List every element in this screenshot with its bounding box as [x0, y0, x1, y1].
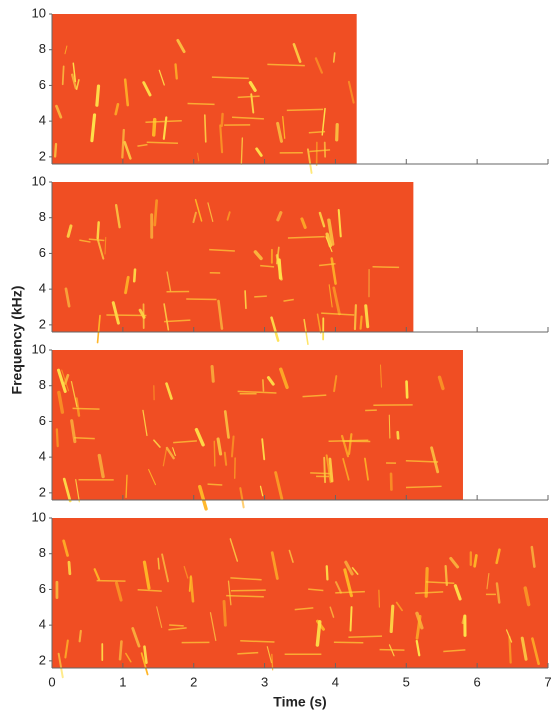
syllable: [373, 267, 400, 268]
x-tick-label: 4: [332, 674, 339, 689]
syllable: [380, 650, 405, 651]
y-tick-label: 4: [39, 281, 46, 296]
syllable: [73, 408, 100, 409]
y-tick-label: 8: [39, 41, 46, 56]
syllable: [407, 382, 408, 398]
syllable: [224, 601, 225, 625]
spectrogram: [52, 518, 548, 668]
syllable: [55, 144, 56, 156]
spectrogram-panel: 2 4 6 8 10: [32, 5, 548, 172]
syllable: [80, 631, 81, 641]
syllable: [317, 622, 319, 645]
x-tick-label: 7: [544, 674, 551, 689]
syllable: [208, 484, 223, 485]
y-tick-label: 6: [39, 77, 46, 92]
syllable: [126, 475, 127, 497]
syllable: [279, 260, 280, 278]
spectrogram-panel: 2 4 6 8 10: [32, 173, 548, 344]
y-tick-label: 4: [39, 113, 46, 128]
syllable: [475, 555, 477, 566]
y-tick-label: 2: [39, 652, 46, 667]
y-tick-label: 8: [39, 377, 46, 392]
syllable: [355, 305, 356, 329]
y-tick-label: 6: [39, 413, 46, 428]
x-tick-label: 6: [474, 674, 481, 689]
y-tick-label: 6: [39, 245, 46, 260]
syllable: [245, 291, 246, 308]
syllable: [334, 53, 335, 62]
syllable: [225, 453, 226, 465]
syllable: [186, 299, 216, 300]
syllable: [97, 86, 99, 105]
syllable: [327, 566, 328, 579]
spectrogram-panel: 2 4 6 8 10 0 1 2 3 4 5 6 7: [32, 509, 552, 689]
syllable: [134, 270, 135, 282]
syllable: [214, 441, 215, 465]
y-tick-label: 10: [32, 509, 46, 524]
y-tick-label: 10: [32, 341, 46, 356]
syllable: [310, 473, 330, 474]
syllable: [361, 317, 362, 329]
x-tick-label: 3: [261, 674, 268, 689]
x-tick-label: 0: [48, 674, 55, 689]
y-tick-label: 2: [39, 484, 46, 499]
syllable: [463, 616, 465, 622]
y-tick-label: 8: [39, 209, 46, 224]
syllable: [337, 125, 338, 140]
syllable: [329, 440, 369, 441]
syllable: [188, 103, 215, 104]
syllable: [122, 130, 123, 157]
syllable: [263, 380, 264, 391]
spectrogram: [52, 350, 463, 500]
syllable: [120, 642, 121, 660]
y-tick-label: 2: [39, 316, 46, 331]
x-axis-title: Time (s): [273, 694, 326, 710]
syllable: [324, 458, 325, 482]
y-tick-label: 6: [39, 581, 46, 596]
spectrogram-panel: 2 4 6 8 10: [32, 341, 548, 508]
spectrogram: [52, 182, 413, 332]
syllable: [205, 115, 206, 142]
syllable: [351, 607, 352, 630]
syllable: [97, 581, 126, 582]
syllable: [287, 109, 323, 110]
y-tick-label: 4: [39, 617, 46, 632]
syllable: [391, 606, 393, 631]
y-axis-title: Frequency (kHz): [9, 286, 25, 395]
syllable: [147, 142, 178, 143]
syllable: [176, 64, 177, 78]
x-tick-label: 1: [119, 674, 126, 689]
syllable: [389, 415, 390, 438]
syllable: [57, 429, 58, 446]
y-tick-label: 10: [32, 5, 46, 20]
syllable: [105, 237, 106, 254]
syllable: [334, 642, 363, 643]
y-tick-label: 4: [39, 449, 46, 464]
syllable: [309, 132, 325, 133]
syllable: [69, 562, 70, 573]
x-tick-label: 2: [190, 674, 197, 689]
syllable: [366, 306, 368, 327]
syllable: [158, 558, 159, 568]
y-tick-label: 8: [39, 545, 46, 560]
x-tick-label: 5: [403, 674, 410, 689]
syllable: [231, 590, 266, 591]
syllable: [74, 438, 95, 439]
syllable: [212, 367, 213, 382]
syllable: [169, 625, 184, 626]
syllable: [254, 296, 267, 297]
y-tick-label: 10: [32, 173, 46, 188]
syllable: [155, 201, 157, 225]
syllable: [222, 114, 223, 126]
syllable: [98, 222, 99, 238]
y-tick-label: 2: [39, 148, 46, 163]
syllable: [63, 66, 64, 84]
